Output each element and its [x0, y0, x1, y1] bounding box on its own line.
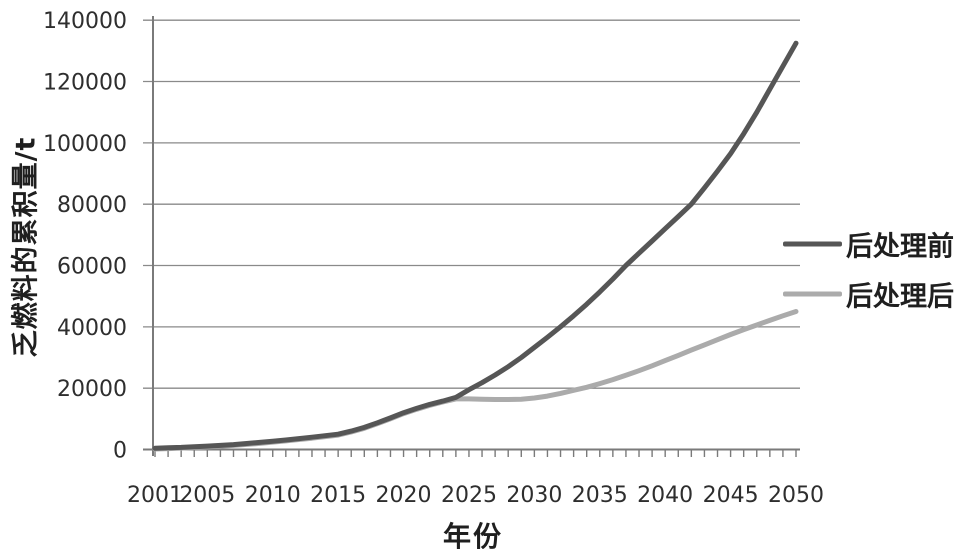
series-line-后处理后 — [152, 309, 799, 452]
y-tick-label: 100000 — [43, 132, 127, 157]
x-tick-label: 2030 — [506, 483, 562, 508]
x-tick-label: 2025 — [441, 483, 497, 508]
legend-label-before-reprocessing: 后处理前 — [846, 231, 954, 263]
x-tick-label: 2050 — [768, 483, 824, 508]
y-tick-label: 60000 — [57, 255, 127, 280]
y-tick-label: 20000 — [57, 377, 127, 402]
y-tick-label: 40000 — [57, 316, 127, 341]
x-tick-label: 2010 — [245, 483, 301, 508]
x-tick-label: 2020 — [376, 483, 432, 508]
y-tick-label: 80000 — [57, 193, 127, 218]
y-tick-label: 140000 — [43, 9, 127, 34]
legend-entry-before-reprocessing: 后处理前 — [783, 225, 954, 264]
x-tick-label: 2045 — [703, 483, 759, 508]
legend-label-after-reprocessing: 后处理后 — [846, 281, 954, 313]
y-axis-title: 乏燃料的累积量/t — [10, 136, 42, 358]
x-tick-label: 2005 — [179, 483, 235, 508]
x-tick-label: 2015 — [310, 483, 366, 508]
x-tick-label: 2035 — [572, 483, 628, 508]
y-tick-label: 0 — [113, 439, 127, 464]
legend-swatch-after-reprocessing — [783, 291, 842, 297]
legend-entry-after-reprocessing: 后处理后 — [783, 275, 954, 314]
legend-swatch-before-reprocessing — [783, 241, 842, 247]
y-tick-label: 120000 — [43, 71, 127, 96]
x-tick-label: 2040 — [637, 483, 693, 508]
series-line-后处理前 — [152, 40, 799, 451]
x-axis-title: 年份 — [442, 520, 504, 549]
x-tick-label: 2001 — [127, 483, 183, 508]
